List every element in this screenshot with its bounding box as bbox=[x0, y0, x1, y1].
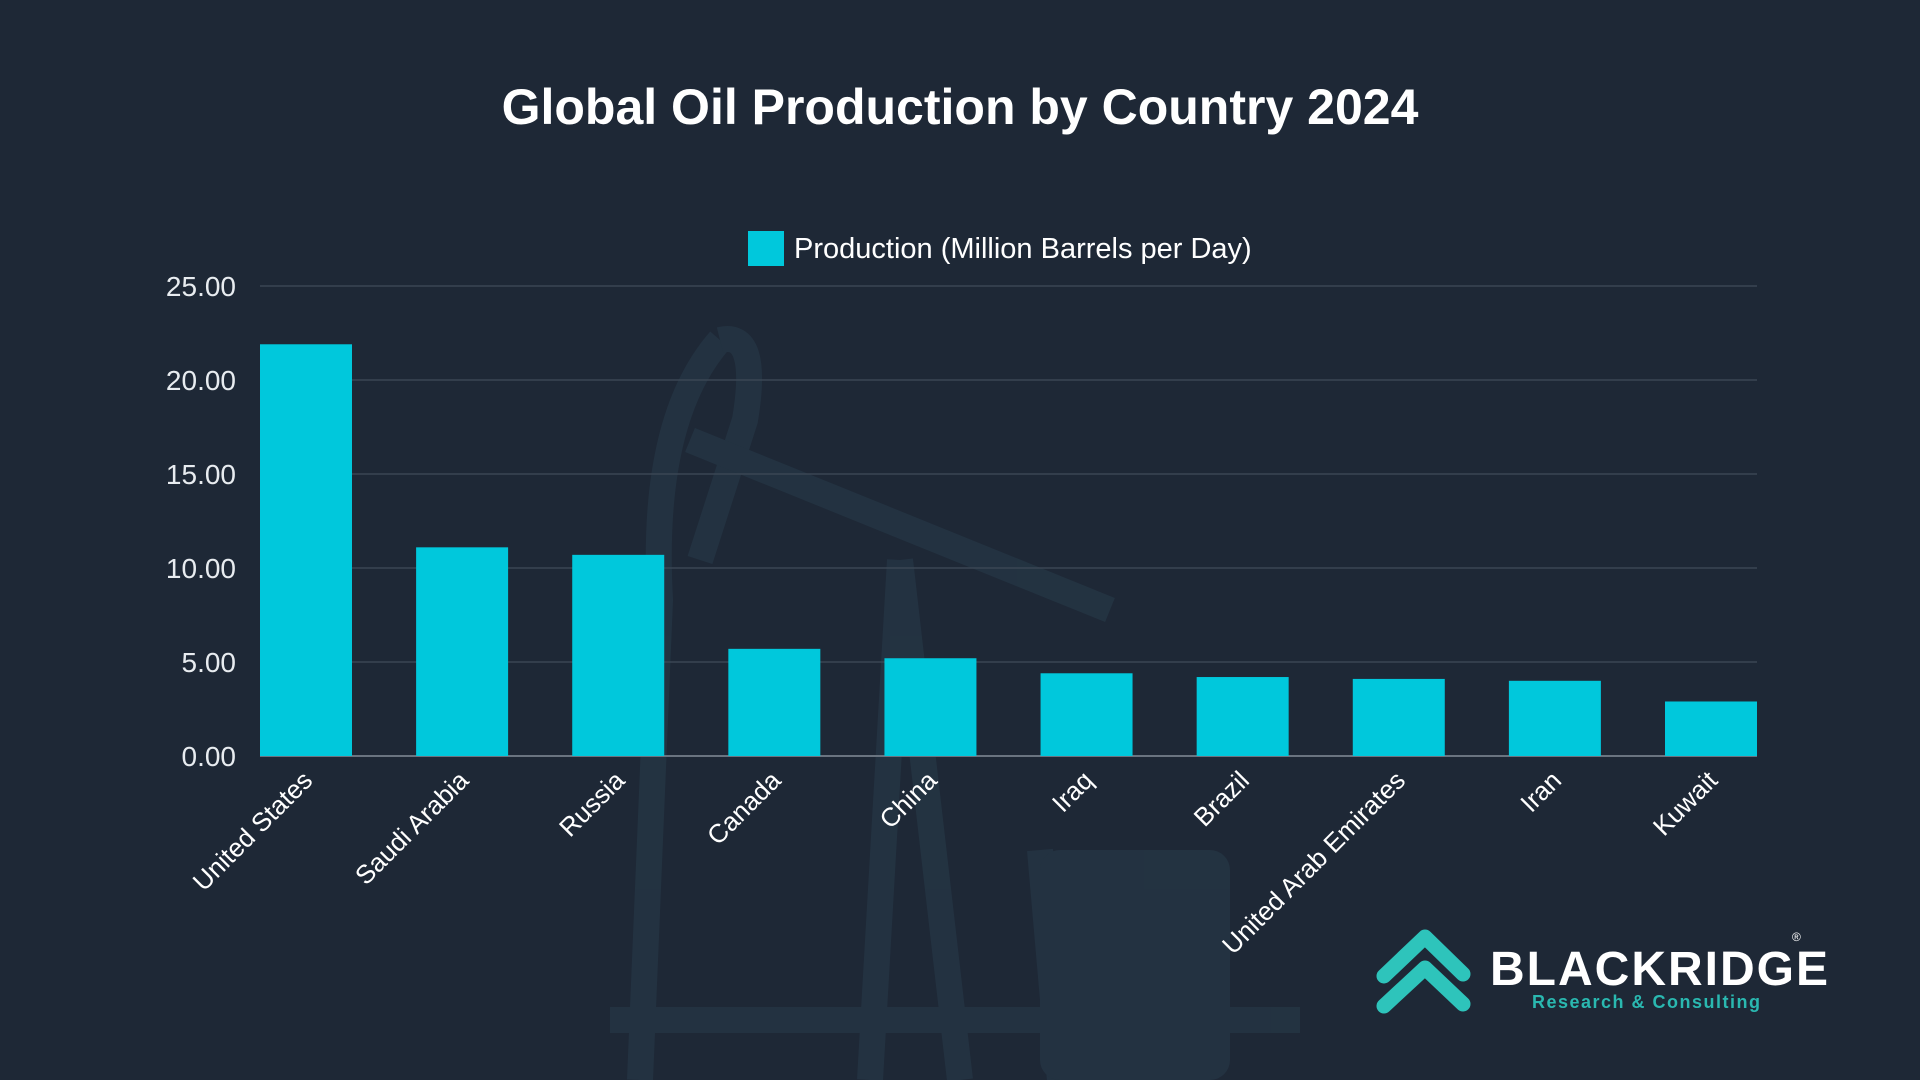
bar-canada bbox=[728, 648, 821, 756]
y-tick-label: 15.00 bbox=[166, 459, 236, 490]
y-axis: 0.00 5.00 10.00 15.00 20.00 25.00 bbox=[166, 271, 236, 772]
y-tick-label: 0.00 bbox=[182, 741, 237, 772]
legend-swatch bbox=[748, 231, 784, 266]
bar-iran bbox=[1508, 680, 1601, 756]
bar-united-states bbox=[260, 344, 352, 756]
x-tick-label: Brazil bbox=[1188, 765, 1255, 832]
x-tick-label: Iraq bbox=[1046, 765, 1099, 818]
bar-russia bbox=[572, 554, 665, 756]
bar-kuwait bbox=[1665, 701, 1757, 756]
gridlines bbox=[260, 285, 1757, 757]
bar-brazil bbox=[1196, 677, 1289, 756]
legend: Production (Million Barrels per Day) bbox=[748, 231, 1252, 266]
bar-saudi-arabia bbox=[416, 547, 509, 756]
y-tick-label: 10.00 bbox=[166, 553, 236, 584]
bars bbox=[260, 344, 1757, 756]
x-tick-label: Canada bbox=[701, 765, 787, 851]
chevron-logo-icon bbox=[1376, 929, 1471, 1014]
y-tick-label: 25.00 bbox=[166, 271, 236, 302]
brand-name: BLACKRIDGE bbox=[1490, 943, 1830, 996]
bar-china bbox=[884, 658, 977, 756]
legend-label: Production (Million Barrels per Day) bbox=[794, 233, 1252, 265]
y-tick-label: 20.00 bbox=[166, 365, 236, 396]
x-tick-label: Russia bbox=[553, 765, 631, 843]
x-tick-label: Iran bbox=[1514, 765, 1567, 818]
registered-mark: ® bbox=[1792, 930, 1801, 944]
bar-united-arab-emirates bbox=[1352, 678, 1445, 756]
brand-tagline: Research & Consulting bbox=[1532, 992, 1762, 1012]
y-tick-label: 5.00 bbox=[182, 647, 237, 678]
x-tick-label: Kuwait bbox=[1647, 764, 1724, 841]
chart-title: Global Oil Production by Country 2024 bbox=[502, 79, 1419, 135]
x-tick-label: Saudi Arabia bbox=[349, 765, 475, 891]
bar-iraq bbox=[1040, 673, 1133, 756]
x-tick-label: United States bbox=[187, 765, 319, 897]
blackridge-logo: BLACKRIDGE ® Research & Consulting bbox=[1376, 929, 1830, 1014]
